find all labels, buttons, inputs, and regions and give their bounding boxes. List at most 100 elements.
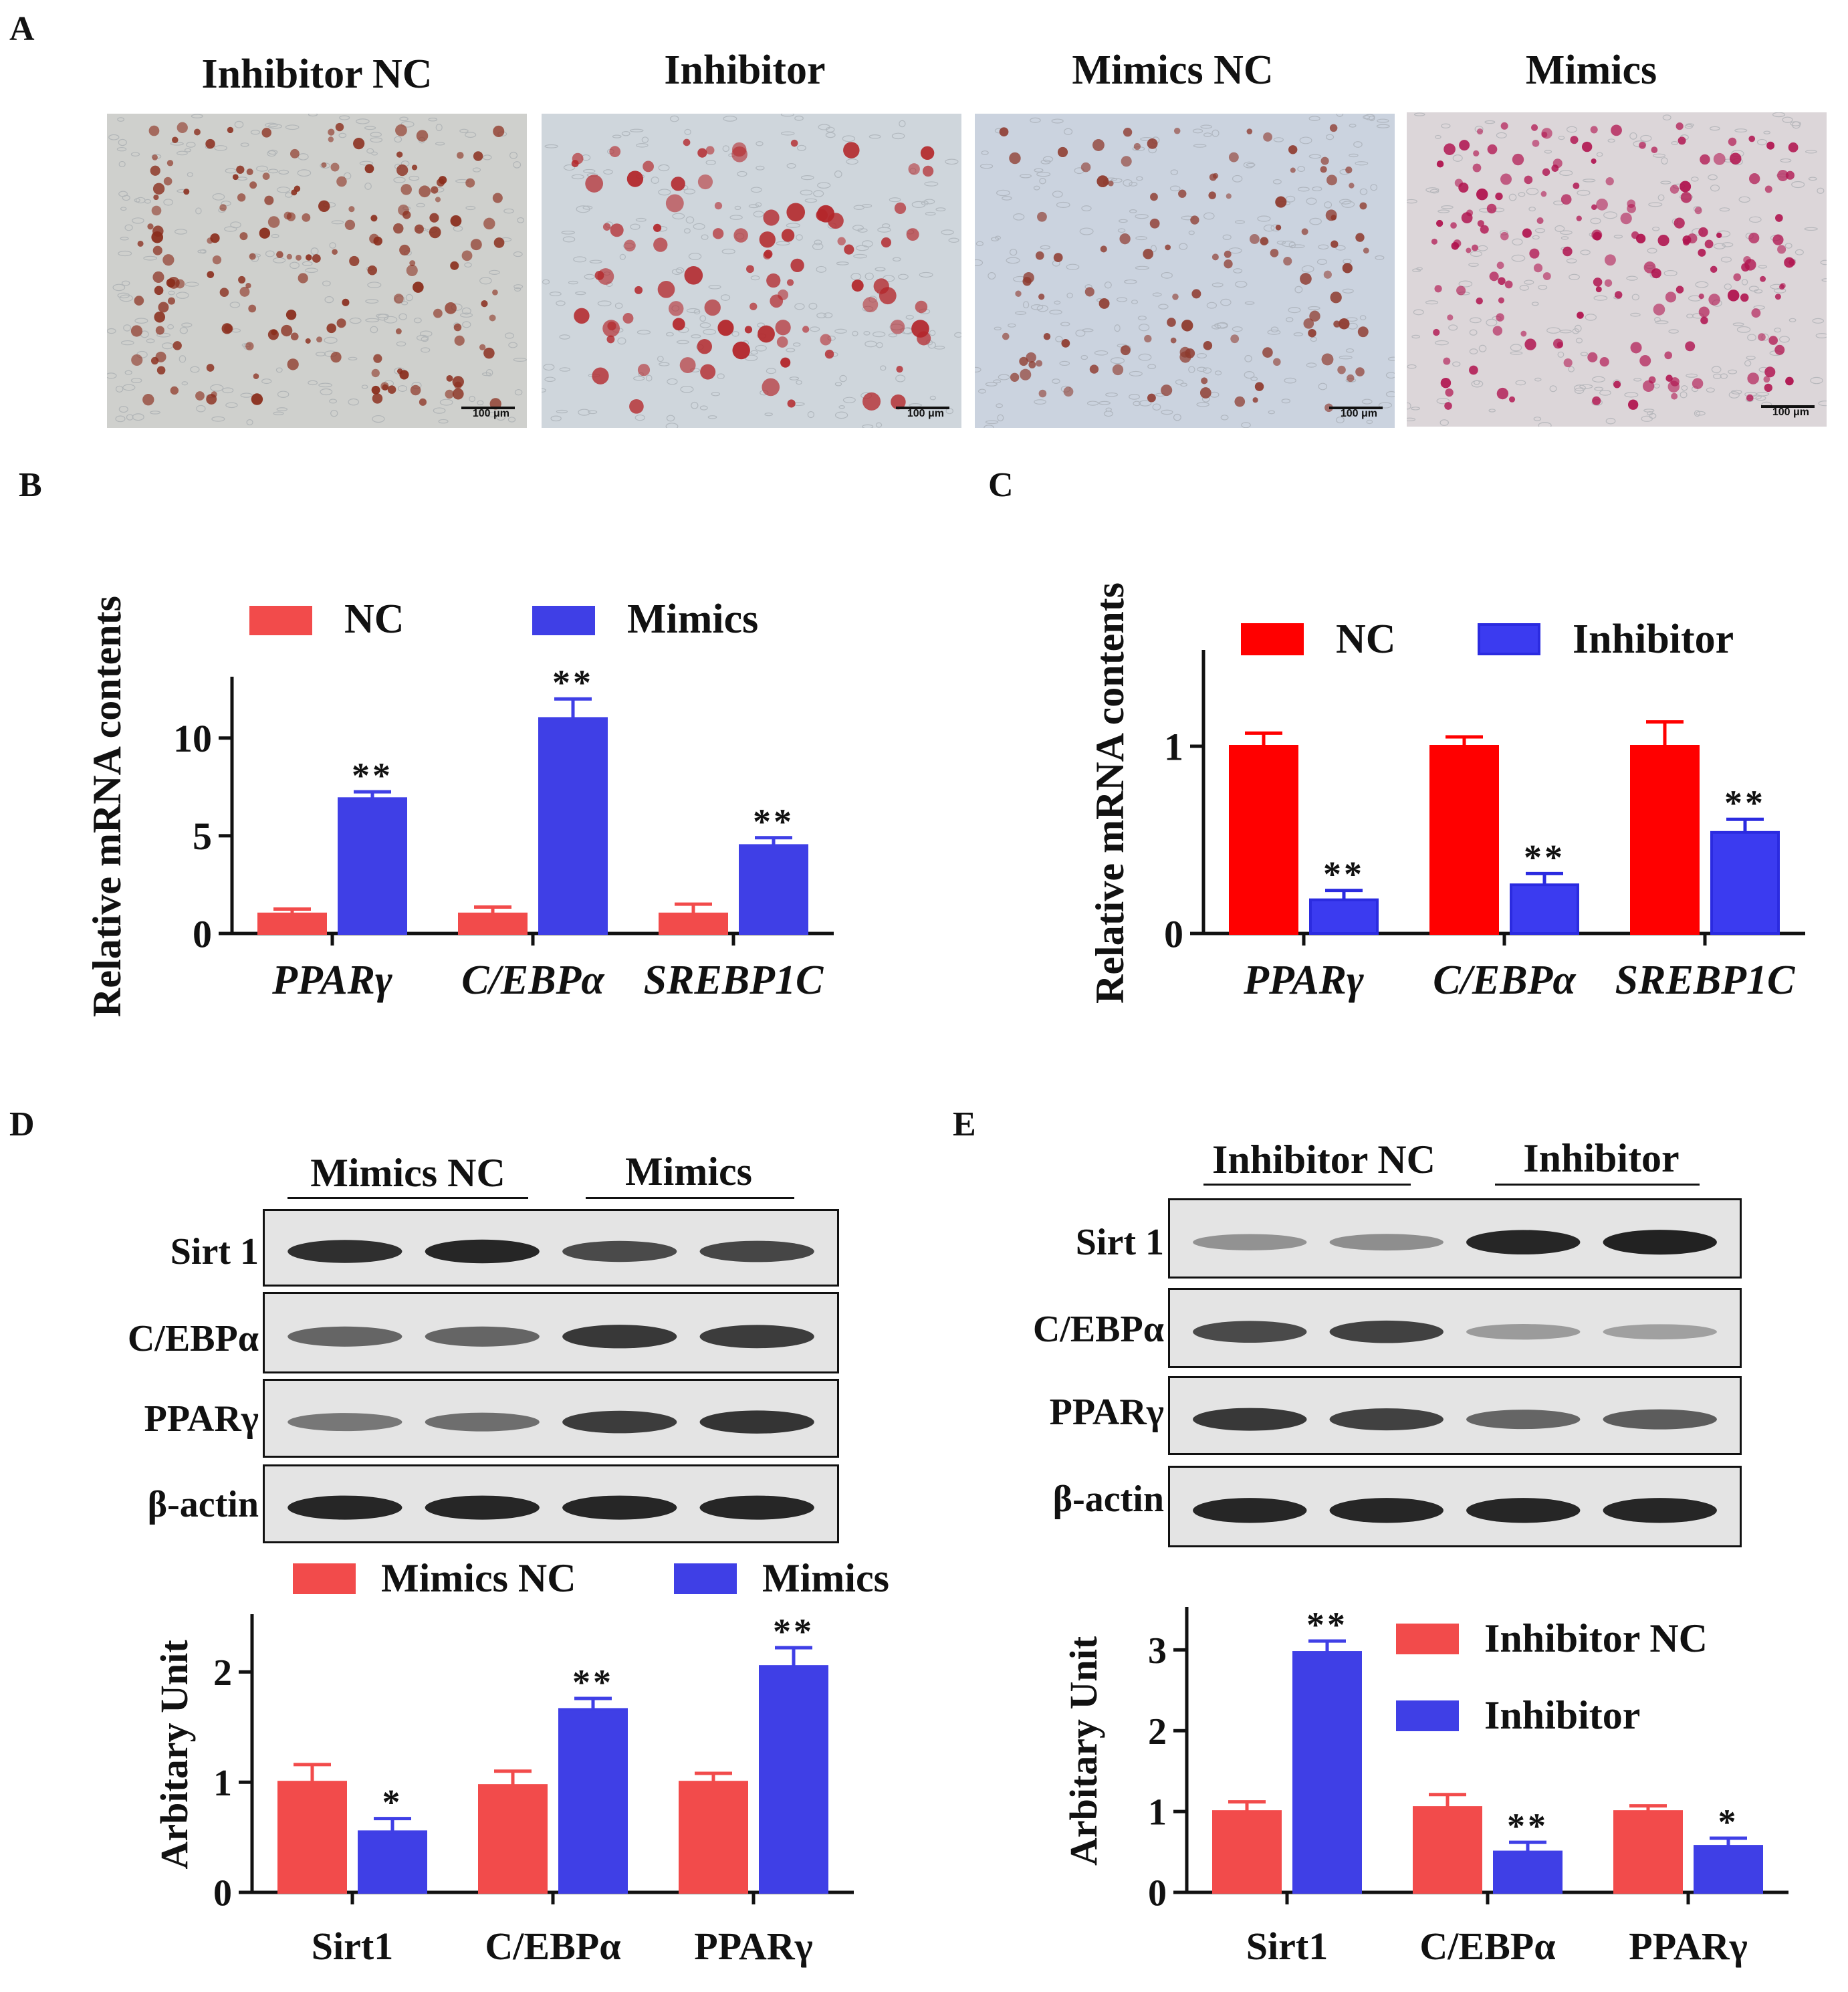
y-tick-label: 2 (213, 1652, 232, 1694)
bar (659, 912, 728, 935)
micrograph-mimics: 100 μm (1407, 112, 1827, 427)
legend-swatch (532, 606, 595, 635)
y-axis-label: Arbitary Unit (152, 1640, 196, 1870)
y-axis-label: Arbitary Unit (1062, 1636, 1105, 1866)
image-title-inhibitor-nc: Inhibitor NC (201, 51, 433, 97)
blot-row-label: β-actin (1052, 1478, 1164, 1520)
bar (1309, 898, 1379, 935)
lipid-droplets (130, 122, 505, 410)
x-tick-label: SREBP1C (644, 958, 824, 1003)
panel-letter-c: C (988, 466, 1014, 504)
y-tick-label: 3 (1148, 1630, 1167, 1672)
bar (1710, 831, 1780, 935)
blot-band (1603, 1230, 1717, 1255)
legend-label: Mimics NC (381, 1556, 576, 1600)
y-tick-label: 2 (1148, 1711, 1167, 1753)
blot-band (562, 1240, 677, 1262)
blot-band (1466, 1230, 1581, 1255)
legend-swatch (1396, 1700, 1459, 1731)
image-title-inhibitor: Inhibitor (664, 47, 826, 93)
scale-label: 100 μm (1772, 407, 1809, 418)
bar (358, 1830, 427, 1894)
x-tick-label: C/EBPα (461, 958, 605, 1003)
blot-band (1466, 1324, 1581, 1340)
blot-band (425, 1326, 540, 1347)
legend-swatch (293, 1563, 356, 1594)
bar (458, 912, 528, 935)
scale-label: 100 μm (907, 408, 944, 419)
blot-band (1466, 1410, 1581, 1430)
x-tick-label: Sirt1 (312, 1924, 393, 1968)
blot-band (699, 1325, 814, 1349)
bar (1229, 745, 1298, 935)
blot-row-label: PPARγ (144, 1398, 259, 1440)
blot-strip (1168, 1376, 1742, 1455)
cell-texture (975, 114, 1395, 428)
lipid-droplets (1431, 122, 1799, 410)
image-title-mimics-nc: Mimics NC (1072, 47, 1274, 93)
scale-label: 100 μm (1340, 408, 1377, 419)
bar (558, 1708, 628, 1894)
y-tick-label: 1 (1164, 725, 1183, 768)
image-title-mimics: Mimics (1525, 47, 1657, 93)
group-underline (1203, 1184, 1411, 1186)
blot-band (1193, 1408, 1307, 1431)
significance-label: ** (1323, 855, 1365, 895)
blot-strip (263, 1464, 839, 1543)
legend-swatch (1396, 1624, 1459, 1654)
blot-band (1603, 1324, 1717, 1340)
chart-d: 0 1 2 Arbitary Unit * Sirt1 ** C/EBPα ** PPARγ Mim… (152, 1556, 889, 1968)
bar (1510, 883, 1579, 935)
blot-band (425, 1412, 540, 1432)
blot-strip (263, 1209, 839, 1287)
blot-band (562, 1495, 677, 1520)
blot-strip (263, 1379, 839, 1458)
x-tick-label: PPARγ (694, 1924, 812, 1968)
y-tick-label: 1 (1148, 1792, 1167, 1834)
chart-b: 0 5 10 Relative mRNA contents ** PPARγ ** C/EBP… (85, 596, 834, 1017)
blot-strip (1168, 1466, 1742, 1547)
significance-label: ** (753, 802, 794, 842)
y-tick-label: 0 (1164, 912, 1183, 956)
blot-strip (1168, 1288, 1742, 1368)
bar (478, 1784, 548, 1894)
group-underline (287, 1197, 528, 1199)
x-tick-label: PPARγ (1243, 958, 1364, 1003)
x-tick-label: PPARγ (271, 958, 392, 1003)
x-tick-label: Sirt1 (1246, 1924, 1328, 1968)
blot-row-label: Sirt 1 (1075, 1222, 1164, 1263)
blot-band (1466, 1498, 1581, 1523)
bar (277, 1781, 347, 1894)
y-tick-label: 1 (213, 1763, 232, 1804)
legend-swatch (249, 606, 312, 635)
blot-band (1193, 1498, 1307, 1523)
bar (679, 1781, 748, 1894)
bar (739, 844, 808, 935)
legend-swatch (674, 1563, 737, 1594)
blot-band (562, 1325, 677, 1349)
panel-letter-e: E (953, 1105, 976, 1143)
blot-band (425, 1239, 540, 1264)
significance-label: ** (552, 663, 594, 703)
scale-label: 100 μm (472, 408, 509, 419)
micrograph-mimics-nc: 100 μm (975, 114, 1395, 428)
legend-label: NC (344, 596, 405, 642)
blot-row-label: Sirt 1 (170, 1231, 259, 1272)
y-tick-label: 0 (213, 1873, 232, 1914)
legend-swatch (1478, 623, 1540, 655)
blot-band (1193, 1321, 1307, 1343)
y-axis-label: Relative mRNA contents (1088, 582, 1132, 1004)
bar (1413, 1806, 1482, 1894)
bar (1493, 1850, 1563, 1894)
bar (1630, 745, 1700, 935)
blot-row-label: C/EBPα (1032, 1309, 1164, 1350)
blot-group-label-inhibitor: Inhibitor (1523, 1136, 1680, 1180)
y-axis-label: Relative mRNA contents (85, 596, 129, 1017)
blot-group-label-mimics-nc: Mimics NC (310, 1151, 505, 1195)
significance-label: * (1718, 1802, 1739, 1842)
lipid-droplets (999, 124, 1369, 413)
blot-band (425, 1495, 540, 1520)
blot-band (287, 1326, 402, 1347)
significance-label: ** (572, 1662, 614, 1702)
blot-band (1603, 1498, 1717, 1523)
